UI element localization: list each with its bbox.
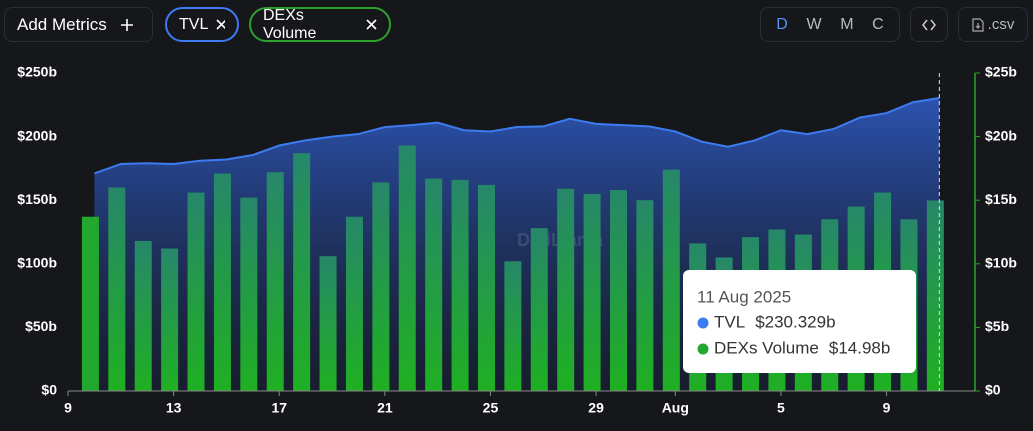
dex-bar bbox=[398, 145, 416, 391]
y2-tick-label: $25b bbox=[985, 64, 1017, 80]
dex-bar bbox=[134, 240, 152, 391]
watermark: DefiLlama bbox=[517, 230, 604, 250]
dex-chip[interactable]: DEXs Volume bbox=[249, 7, 391, 42]
tooltip-value: $14.98b bbox=[829, 338, 890, 357]
tooltip-name: DEXs Volume bbox=[714, 338, 819, 357]
add-metrics-label: Add Metrics bbox=[17, 14, 107, 34]
embed-button[interactable] bbox=[910, 7, 948, 42]
x-tick-label: 21 bbox=[377, 400, 393, 416]
x-tick-label: 9 bbox=[64, 400, 72, 416]
dex-bar bbox=[108, 187, 126, 391]
file-icon bbox=[972, 17, 984, 32]
dex-bar bbox=[81, 216, 99, 391]
dex-bar bbox=[821, 219, 839, 391]
chip-label: TVL bbox=[179, 15, 209, 33]
dex-bar bbox=[583, 193, 601, 391]
dex-bar bbox=[768, 229, 786, 391]
period-button[interactable]: C bbox=[872, 15, 884, 33]
dex-bar bbox=[926, 200, 944, 391]
dex-bar bbox=[451, 179, 469, 391]
dex-bar bbox=[240, 197, 258, 391]
dex-bar bbox=[557, 188, 575, 391]
y-tick-label: $0 bbox=[41, 382, 57, 398]
dex-bar bbox=[715, 257, 733, 391]
period-button[interactable]: W bbox=[806, 15, 822, 33]
y-tick-label: $200b bbox=[17, 127, 57, 143]
tooltip-date: 11 Aug 2025 bbox=[697, 287, 791, 306]
tvl-line bbox=[94, 97, 940, 175]
tooltip-name: TVL bbox=[714, 312, 745, 331]
y2-tick-label: $10b bbox=[985, 255, 1017, 271]
dex-bar bbox=[900, 219, 918, 391]
dex-bar bbox=[504, 261, 522, 391]
dex-bar bbox=[345, 216, 363, 391]
close-icon[interactable] bbox=[216, 19, 225, 30]
dex-bar bbox=[187, 192, 205, 391]
csv-label: .csv bbox=[987, 16, 1015, 33]
x-tick-label: 25 bbox=[483, 400, 499, 416]
period-button[interactable]: D bbox=[776, 15, 788, 33]
tooltip-box bbox=[683, 270, 916, 373]
add-metrics[interactable]: Add Metrics bbox=[4, 7, 153, 42]
dex-bar bbox=[794, 234, 812, 391]
dex-bar bbox=[161, 248, 179, 391]
x-tick-label: Aug bbox=[662, 400, 689, 416]
y2-tick-label: $20b bbox=[985, 127, 1017, 143]
x-tick-label: 29 bbox=[588, 400, 604, 416]
code-icon bbox=[922, 19, 936, 30]
dex-bar bbox=[477, 184, 495, 391]
tooltip: 11 Aug 2025 TVL $230.329b DEXs Volume $14.98… bbox=[683, 270, 916, 373]
dex-bar bbox=[425, 178, 443, 391]
dex-bar bbox=[213, 173, 231, 391]
y2-tick-label: $0 bbox=[985, 382, 1001, 398]
x-tick-label: 5 bbox=[777, 400, 785, 416]
x-tick-label: 13 bbox=[166, 400, 182, 416]
tvl-chip[interactable]: TVL bbox=[165, 7, 239, 42]
y-tick-label: $50b bbox=[25, 318, 57, 334]
period-group: D W M C bbox=[760, 7, 900, 42]
dex-bar bbox=[319, 256, 337, 391]
dex-bar bbox=[662, 169, 680, 391]
x-tick-label: 9 bbox=[883, 400, 891, 416]
dex-bar bbox=[847, 206, 865, 391]
dex-bar bbox=[742, 237, 760, 391]
y-tick-label: $150b bbox=[17, 191, 57, 207]
dex-bar bbox=[293, 153, 311, 391]
dex-bar bbox=[636, 200, 654, 391]
x-tick-label: 17 bbox=[271, 400, 287, 416]
y2-tick-label: $15b bbox=[985, 191, 1017, 207]
plus-icon bbox=[120, 18, 133, 31]
tvl-area bbox=[94, 98, 940, 391]
period-button[interactable]: M bbox=[840, 15, 854, 33]
dex-bar bbox=[609, 190, 627, 391]
y2-tick-label: $5b bbox=[985, 318, 1009, 334]
dex-bar bbox=[372, 182, 390, 391]
tooltip-dot bbox=[697, 317, 709, 329]
dex-bar bbox=[689, 243, 707, 391]
tooltip-value: $230.329b bbox=[755, 312, 835, 331]
dex-bar bbox=[874, 192, 892, 391]
tooltip-dot bbox=[697, 343, 709, 355]
y-tick-label: $100b bbox=[17, 255, 57, 271]
close-icon[interactable] bbox=[366, 19, 377, 30]
dex-bar bbox=[530, 228, 548, 391]
y-tick-label: $250b bbox=[17, 64, 57, 80]
chip-label: DEXs Volume bbox=[263, 6, 317, 42]
csv-button[interactable]: .csv bbox=[958, 7, 1028, 42]
dex-bar bbox=[266, 172, 284, 391]
